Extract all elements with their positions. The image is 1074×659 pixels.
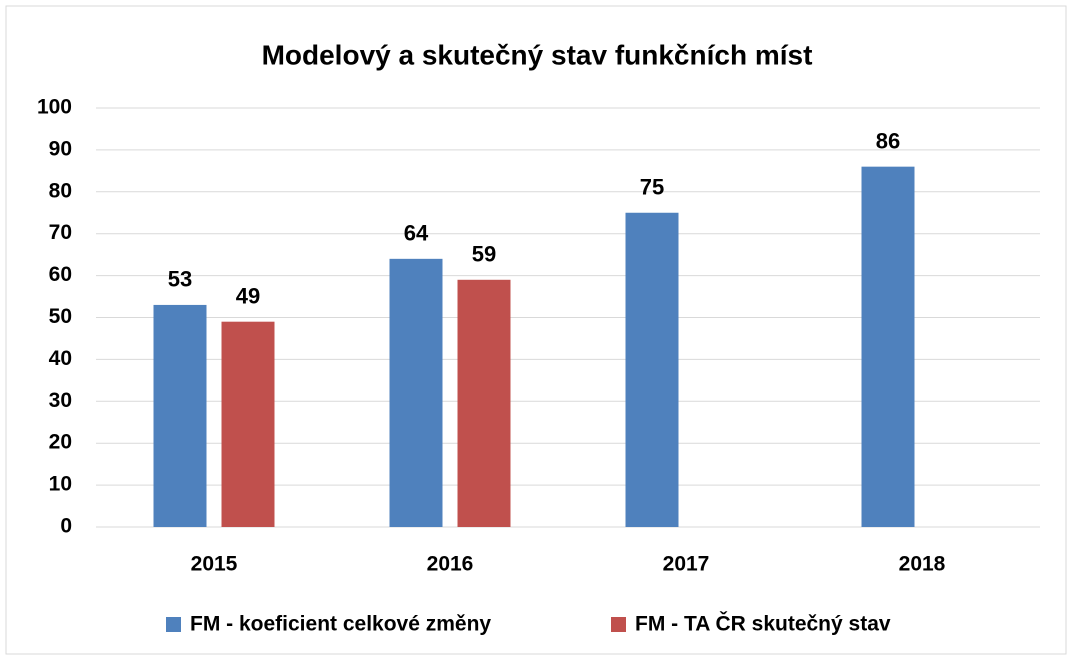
y-tick-label: 40: [49, 347, 72, 370]
y-tick-label: 80: [49, 179, 72, 202]
y-tick-label: 100: [37, 96, 72, 119]
data-label: 86: [876, 128, 900, 153]
x-tick-label: 2015: [191, 553, 238, 576]
y-tick-label: 60: [49, 263, 72, 286]
y-tick-label: 70: [49, 221, 72, 244]
data-label: 59: [472, 242, 496, 267]
data-label: 49: [236, 284, 260, 309]
bar: [153, 304, 207, 527]
y-tick-label: 30: [49, 389, 72, 412]
y-tick-label: 20: [49, 431, 72, 454]
y-tick-label: 50: [49, 305, 72, 328]
data-label: 53: [168, 267, 192, 292]
bar: [625, 212, 679, 527]
bar: [861, 166, 915, 527]
bar: [389, 258, 443, 527]
legend-swatch: [611, 617, 626, 632]
data-label: 75: [640, 175, 664, 200]
legend-swatch: [166, 617, 181, 632]
y-tick-label: 0: [60, 515, 72, 538]
bar: [457, 279, 511, 527]
x-tick-label: 2018: [899, 553, 946, 576]
y-tick-label: 10: [49, 473, 72, 496]
x-tick-label: 2017: [663, 553, 710, 576]
legend-label: FM - koeficient celkové změny: [190, 613, 491, 636]
chart-title: Modelový a skutečný stav funkčních míst: [262, 39, 813, 70]
y-tick-label: 90: [49, 137, 72, 160]
x-tick-label: 2016: [427, 553, 474, 576]
data-label: 64: [404, 221, 429, 246]
bar: [221, 321, 275, 527]
legend-label: FM - TA ČR skutečný stav: [635, 612, 891, 636]
